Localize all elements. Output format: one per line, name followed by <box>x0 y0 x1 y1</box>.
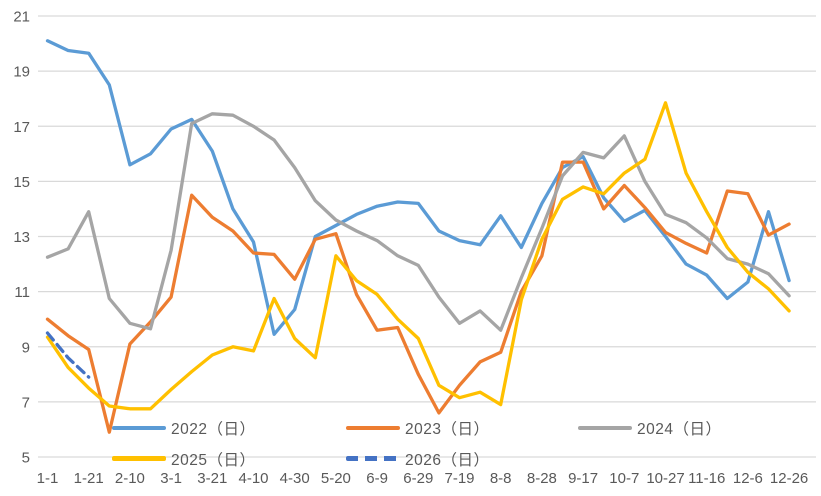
series-line-2023 <box>45 160 791 434</box>
x-axis-label-4-10: 4-10 <box>238 470 268 487</box>
x-axis-label-10-27: 10-27 <box>646 470 684 487</box>
x-axis-label-5-20: 5-20 <box>321 470 351 487</box>
y-axis-label-9: 9 <box>22 339 30 356</box>
x-axis-label-7-19: 7-19 <box>444 470 474 487</box>
x-axis-label-3-21: 3-21 <box>197 470 227 487</box>
x-axis-label-9-17: 9-17 <box>568 470 598 487</box>
legend-label-2026: 2026（日） <box>405 451 490 469</box>
x-axis-label-11-16: 11-16 <box>688 470 725 487</box>
x-axis-label-10-7: 10-7 <box>609 470 639 487</box>
y-axis-label-7: 7 <box>22 394 30 411</box>
legend-swatch-2026 <box>346 456 400 461</box>
x-axis-label-3-1: 3-1 <box>160 470 182 487</box>
legend-label-2022: 2022（日） <box>171 421 256 438</box>
y-axis-label-11: 11 <box>14 284 30 301</box>
legend-item-2023: 2023（日） <box>346 419 490 438</box>
x-axis-label-6-9: 6-9 <box>366 470 388 487</box>
legend-label-2024: 2024（日） <box>637 421 722 438</box>
y-axis-label-21: 21 <box>13 9 30 26</box>
legend-swatch-2023 <box>346 425 400 431</box>
series-line-2026 <box>45 331 91 379</box>
legend-label-2025: 2025（日） <box>171 451 256 469</box>
legend-item-2026: 2026（日） <box>346 450 490 469</box>
x-axis-label-8-28: 8-28 <box>527 470 557 487</box>
x-axis-label-6-29: 6-29 <box>403 470 433 487</box>
x-axis-label-1-21: 1-21 <box>74 470 104 487</box>
legend-item-2024: 2024（日） <box>578 419 722 438</box>
legend-swatch-2025 <box>112 456 166 461</box>
x-axis-label-4-30: 4-30 <box>280 470 310 487</box>
y-axis-label-13: 13 <box>13 229 30 246</box>
x-axis-label-1-1: 1-1 <box>37 470 59 487</box>
legend-swatch-2022 <box>112 425 166 431</box>
legend-label-2023: 2023（日） <box>405 421 490 438</box>
y-axis-label-5: 5 <box>22 450 30 467</box>
x-axis-label-12-6: 12-6 <box>733 470 763 487</box>
y-axis-label-17: 17 <box>13 119 30 136</box>
x-axis-label-2-10: 2-10 <box>115 470 145 487</box>
x-axis-label-8-8: 8-8 <box>490 470 512 487</box>
series-line-2022 <box>45 39 791 336</box>
y-axis-label-15: 15 <box>13 174 30 191</box>
y-axis-label-19: 19 <box>13 64 30 81</box>
x-axis-label-12-26: 12-26 <box>770 470 808 487</box>
legend-item-2022: 2022（日） <box>112 419 256 438</box>
series-line-2025 <box>45 101 791 411</box>
legend-swatch-2024 <box>578 425 632 431</box>
legend-item-2025: 2025（日） <box>112 450 256 469</box>
series-line-2024 <box>45 112 791 332</box>
